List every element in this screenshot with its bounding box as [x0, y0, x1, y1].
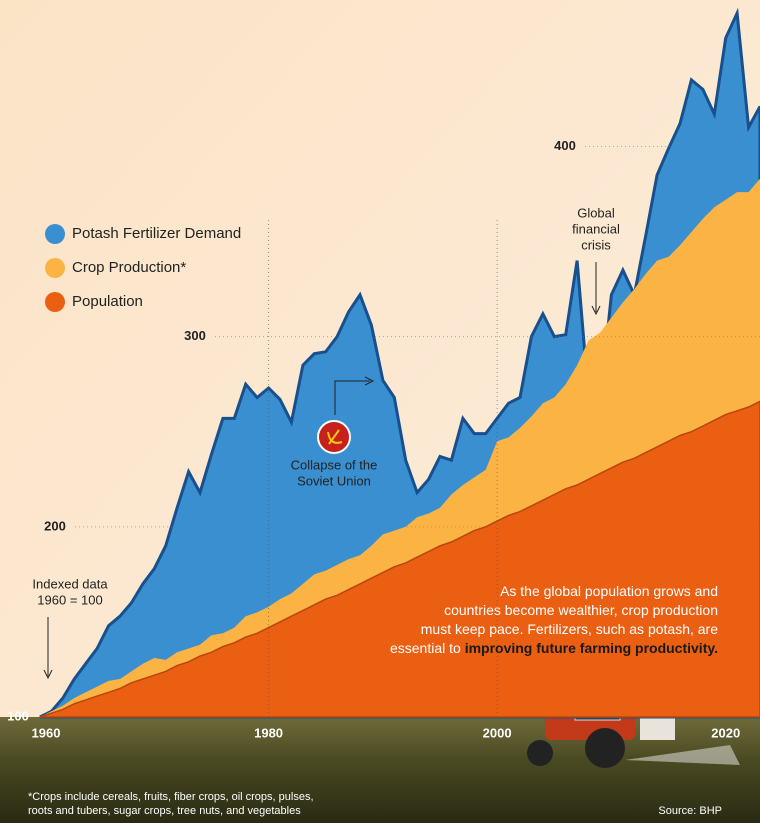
footnote: roots and tubers, sugar crops, tree nuts… [28, 805, 301, 817]
footnote: *Crops include cereals, fruits, fiber cr… [28, 791, 314, 803]
y-tick-label: 100 [7, 708, 29, 723]
annotation: Soviet Union [297, 473, 371, 488]
body-line: As the global population grows and [500, 583, 718, 599]
body-text: essential to improving future farming pr… [390, 640, 718, 656]
y-tick-label: 200 [44, 518, 66, 533]
body-text: As the global population grows and [500, 583, 718, 599]
x-tick-label: 1980 [254, 725, 283, 740]
body-emphasis: improving future farming productivity. [465, 640, 718, 656]
body-text: countries become wealthier, crop product… [444, 602, 718, 618]
annotation: 1960 = 100 [37, 592, 102, 607]
source: Source: BHP [658, 805, 722, 817]
body-line: essential to [390, 640, 465, 656]
area [39, 400, 760, 718]
y-tick-label: 400 [554, 138, 576, 153]
annotation: crisis [581, 237, 611, 252]
legend-label: Population [72, 293, 143, 310]
legend-label: Potash Fertilizer Demand [72, 225, 241, 242]
legend-swatch [45, 258, 65, 278]
x-tick-label: 1960 [32, 725, 61, 740]
body-line: countries become wealthier, crop product… [444, 602, 718, 618]
annotation-arrows [43, 262, 601, 680]
y-tick-label: 300 [184, 328, 206, 343]
annotation: Collapse of the [291, 457, 378, 472]
x-tick-label: 2000 [483, 725, 512, 740]
annotation: Global [577, 205, 615, 220]
legend-swatch [45, 292, 65, 312]
annotation: financial [572, 221, 620, 236]
x-tick-label: 2020 [711, 725, 740, 740]
soviet-icon [317, 420, 351, 454]
body-line: must keep pace. Fertilizers, such as pot… [421, 621, 718, 637]
legend-label: Crop Production* [72, 259, 186, 276]
annotation: Indexed data [32, 576, 108, 591]
legend-swatch [45, 224, 65, 244]
body-text: must keep pace. Fertilizers, such as pot… [421, 621, 718, 637]
